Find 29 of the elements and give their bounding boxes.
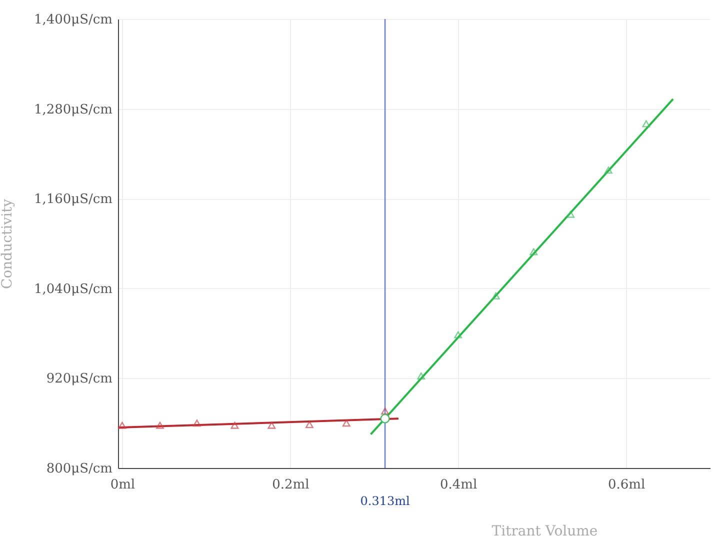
point xyxy=(380,414,390,424)
y-axis-title: Conductivity xyxy=(0,198,16,290)
point xyxy=(156,422,164,429)
point xyxy=(642,120,650,128)
x-tick-label: 0.4ml xyxy=(440,478,478,492)
y-tick-label: 920μS/cm xyxy=(46,372,112,387)
point xyxy=(342,420,350,427)
point xyxy=(566,210,575,218)
y-tick-label: 1,400μS/cm xyxy=(34,12,112,28)
point xyxy=(230,422,239,429)
point xyxy=(381,408,389,415)
x-tick-label: 0.2ml xyxy=(272,478,310,492)
y-tick-label: 800μS/cm xyxy=(46,462,112,476)
point xyxy=(118,422,126,429)
x-tick-label: 0ml xyxy=(110,478,136,492)
y-tick-label: 1,160μS/cm xyxy=(34,192,112,208)
y-tick-label: 1,280μS/cm xyxy=(34,102,112,118)
x-axis-title: Titrant Volume xyxy=(492,524,598,540)
point xyxy=(306,421,314,428)
ref-line-label: 0.313ml xyxy=(360,494,410,508)
point xyxy=(417,372,426,380)
x-tick-label: 0.6ml xyxy=(608,478,646,492)
point xyxy=(492,292,500,300)
point xyxy=(530,248,538,256)
point xyxy=(192,420,201,427)
point xyxy=(604,166,612,174)
point xyxy=(268,422,276,429)
y-tick-label: 1,040μS/cm xyxy=(34,282,112,297)
point xyxy=(454,331,462,338)
